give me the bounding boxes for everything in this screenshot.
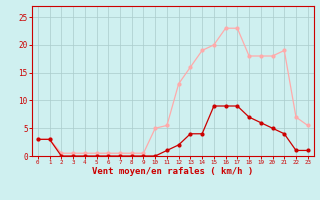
X-axis label: Vent moyen/en rafales ( km/h ): Vent moyen/en rafales ( km/h ): [92, 167, 253, 176]
